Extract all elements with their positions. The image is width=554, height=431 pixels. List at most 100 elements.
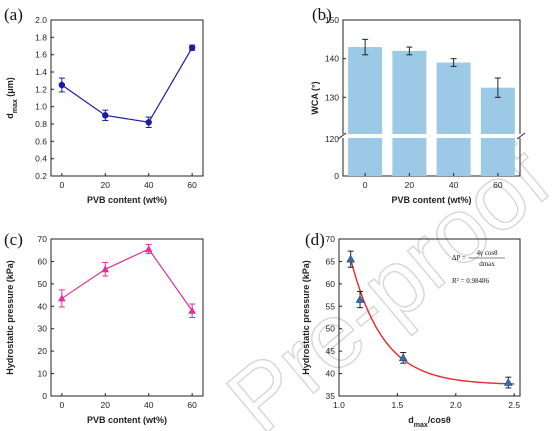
y-tick-label: 0.6 (35, 136, 47, 146)
y-axis-label: WCA (°) (310, 81, 320, 114)
bar (480, 87, 515, 176)
x-tick-label: 40 (144, 180, 154, 190)
bar (348, 47, 383, 176)
x-tick-label: 20 (405, 180, 415, 190)
bar (392, 50, 427, 176)
y-tick-label: 60 (38, 256, 48, 266)
x-axis-label: PVB content (wt%) (87, 415, 167, 425)
data-point (144, 245, 153, 253)
y-tick-label: 70 (38, 234, 48, 244)
y-tick-label: 30 (38, 324, 48, 334)
x-tick-label: 60 (187, 400, 197, 410)
y-axis-label: Hydrostatic pressure (kPa) (301, 260, 311, 375)
x-tick-label: 2.5 (508, 400, 520, 410)
x-tick-label: 40 (449, 180, 459, 190)
y-tick-label: 45 (326, 346, 336, 356)
data-point (102, 112, 109, 119)
axis-break-mark (337, 132, 347, 140)
y-tick-label: 0.8 (35, 119, 47, 129)
data-point (101, 265, 110, 273)
y-tick-label: 0 (42, 391, 47, 401)
y-tick-label: 0.4 (35, 154, 47, 164)
data-point (398, 353, 408, 362)
series-line (61, 47, 193, 123)
y-tick-label: 150 (325, 15, 339, 25)
x-axis-label: PVB content (wt%) (87, 195, 167, 205)
y-tick-label: 120 (325, 134, 339, 144)
data-point (145, 119, 152, 126)
plot-frame (342, 19, 521, 177)
x-axis-label: PVB content (wt%) (392, 195, 472, 205)
y-tick-label: 60 (326, 279, 336, 289)
chart-panels: 0.2 0.4 0.6 0.8 1.0 1.2 1.4 1.6 1.8 2.0 0 20 40 60 PVB… (4, 5, 526, 429)
y-tick-label: 50 (326, 324, 336, 334)
fit-r-squared: R² = 0.98486 (452, 277, 489, 285)
data-point (503, 378, 513, 386)
y-tick-label: 0.2 (35, 171, 47, 181)
plot-frame (50, 19, 204, 177)
fit-equation-lhs: ΔP = − (452, 254, 472, 262)
panel-label: (d) (305, 230, 325, 249)
y-tick-label: 40 (326, 369, 336, 379)
y-tick-label: 1.0 (35, 102, 47, 112)
bar (436, 62, 471, 176)
y-axis-label-unit: (μm) (5, 77, 15, 99)
x-tick-label: 0 (363, 180, 368, 190)
x-tick-label: 60 (187, 180, 197, 190)
chart-d: 35 40 45 50 55 60 65 70 1.0 1.5 2.0 2.5 ΔP = − 4γ cos… (301, 230, 521, 429)
y-tick-label: 20 (38, 346, 48, 356)
series-line (61, 248, 193, 312)
y-tick-label: 50 (38, 279, 48, 289)
data-point (188, 306, 196, 314)
plot-frame (50, 238, 204, 397)
y-tick-label: 70 (326, 234, 336, 244)
chart-c: 0 10 20 30 40 50 60 70 0 20 40 60 PVB content (wt%) H… (4, 230, 204, 425)
x-tick-label: 40 (144, 400, 154, 410)
data-point (58, 294, 66, 302)
x-tick-label: 0 (59, 180, 64, 190)
y-tick-label: 130 (325, 92, 339, 102)
y-tick-label: 1.6 (35, 50, 47, 60)
data-point (58, 81, 66, 89)
y-tick-label: 1.4 (35, 67, 47, 77)
y-tick-label: 140 (325, 54, 339, 64)
x-tick-label: 1.5 (391, 400, 403, 410)
panel-label: (b) (312, 5, 332, 24)
axis-break-band (337, 134, 526, 138)
axis-break-mark (516, 132, 526, 140)
data-point (188, 44, 196, 51)
y-tick-label: 40 (38, 301, 48, 311)
y-tick-label: 2.0 (35, 15, 47, 25)
y-axis-label-sub: max (12, 99, 19, 113)
panel-label: (a) (4, 5, 23, 24)
y-axis-label: Hydrostatic pressure (kPa) (5, 260, 15, 375)
y-tick-label: 55 (326, 301, 336, 311)
chart-b: 0 20 40 60 130 140 150 120 0 PVB content (wt%) WCA… (310, 5, 526, 205)
y-axis-label-main: d (5, 113, 15, 119)
x-axis-label-main: d (408, 415, 414, 425)
fit-equation-numerator: 4γ cosθ (476, 249, 498, 257)
y-tick-label: 1.8 (35, 32, 47, 42)
y-tick-label: 35 (326, 391, 336, 401)
panel-label: (c) (4, 230, 23, 249)
x-tick-label: 0 (59, 400, 64, 410)
y-tick-label: 0 (334, 171, 339, 181)
data-point (346, 254, 356, 263)
x-tick-label: 2.0 (450, 400, 462, 410)
y-axis-label: dmax (μm) (5, 77, 19, 119)
fit-equation-denominator: dmax (479, 260, 495, 268)
x-tick-label: 20 (101, 180, 111, 190)
plot-frame (338, 238, 521, 397)
chart-a: 0.2 0.4 0.6 0.8 1.0 1.2 1.4 1.6 1.8 2.0 0 20 40 60 PVB… (4, 5, 204, 205)
x-tick-label: 1.0 (333, 400, 345, 410)
x-tick-label: 60 (493, 180, 503, 190)
x-tick-label: 20 (101, 400, 111, 410)
y-tick-label: 10 (38, 369, 48, 379)
data-point (355, 295, 365, 303)
x-axis-label-rest: /cosθ (428, 415, 451, 425)
fit-curve (350, 259, 515, 385)
y-tick-label: 65 (326, 256, 336, 266)
y-tick-label: 1.2 (35, 84, 47, 94)
x-axis-label: dmax/cosθ (408, 415, 451, 429)
